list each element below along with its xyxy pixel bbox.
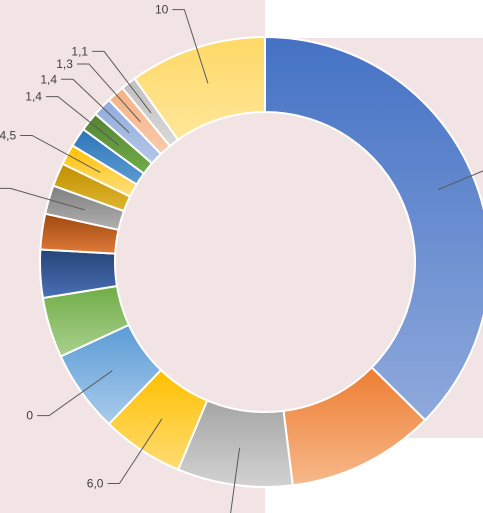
- leader-line-3: [107, 418, 163, 484]
- background-patch-top: [265, 0, 483, 38]
- leader-line-2: [230, 447, 241, 513]
- data-label-15: 1,1: [71, 44, 88, 58]
- slice-16: [133, 35, 266, 142]
- leader-line-8: [0, 187, 86, 211]
- leader-line-12: [45, 96, 119, 146]
- data-label-14: 1,3: [56, 57, 73, 71]
- leader-line-15: [92, 50, 152, 114]
- leader-line-14: [76, 63, 141, 123]
- slice-0: [264, 35, 483, 422]
- leader-line-10: [20, 134, 101, 173]
- data-label-4: 0: [26, 409, 33, 423]
- leader-line-0: [437, 170, 483, 191]
- data-label-12: 1,4: [25, 90, 42, 104]
- data-label-16: 10: [155, 3, 169, 17]
- data-label-3: 6,0: [87, 476, 104, 490]
- data-label-10: 4,5: [0, 128, 16, 142]
- data-label-13: 1,4: [40, 72, 57, 86]
- leader-line-16: [172, 9, 209, 84]
- slices-layer: [39, 35, 483, 488]
- leader-line-13: [61, 78, 130, 134]
- data-labels-layer: 38,46,0054,51,41,41,31,110: [0, 3, 169, 491]
- leader-line-4: [37, 370, 113, 417]
- leader-lines-layer: [0, 9, 483, 513]
